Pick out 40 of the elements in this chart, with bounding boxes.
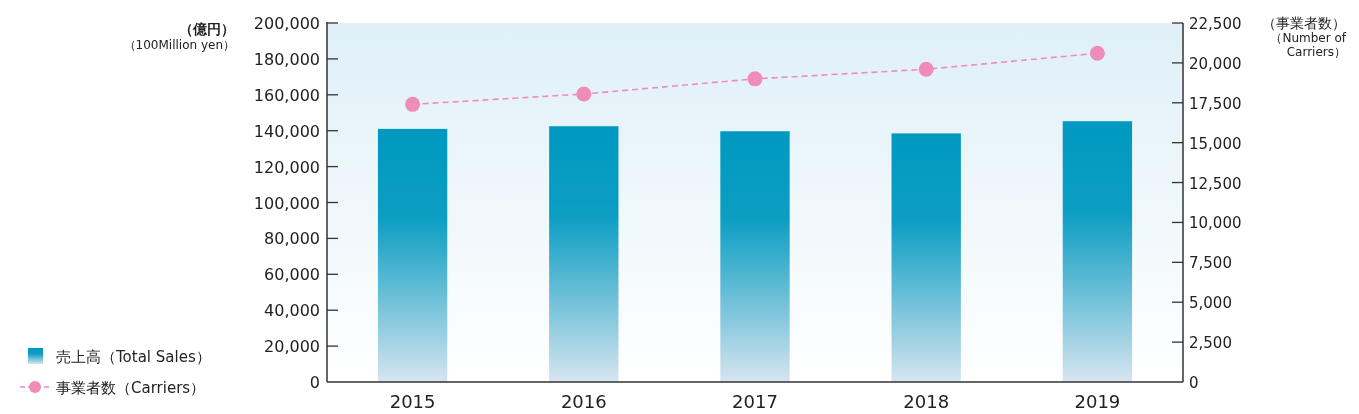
y-tick-label: 200,000 (253, 14, 320, 33)
x-tick-label: 2016 (560, 391, 607, 412)
x-tick-label: 2019 (1074, 391, 1121, 412)
bar (1062, 121, 1133, 382)
point (405, 96, 421, 112)
y2-tick-label: 5,000 (1189, 294, 1232, 313)
y2-tick-label: 15,000 (1189, 134, 1242, 153)
bar (891, 133, 961, 382)
y-tick-label: 40,000 (264, 301, 320, 321)
legend-label: 事業者数（Carriers） (56, 379, 206, 397)
y2-tick-label: 7,500 (1189, 254, 1232, 273)
y2-tick-label: 12,500 (1189, 174, 1242, 193)
y-tick-label: 60,000 (264, 265, 320, 285)
y-tick-label: 120,000 (253, 157, 320, 177)
y-tick-label: 80,000 (264, 229, 320, 249)
y2-tick-label: 0 (1189, 374, 1199, 392)
point (747, 71, 763, 87)
bar (720, 131, 790, 382)
bar (377, 128, 448, 382)
y2-axis-title: （事業者数）（Number of Carriers） (1262, 15, 1347, 59)
y-tick-label: 0 (309, 373, 320, 392)
x-tick-label: 2015 (389, 391, 436, 412)
bar (549, 126, 619, 382)
y2-tick-label: 20,000 (1189, 54, 1242, 73)
point (576, 86, 592, 102)
y2-tick-label: 17,500 (1189, 94, 1242, 113)
y2-tick-label: 10,000 (1189, 214, 1242, 233)
point (918, 61, 934, 77)
y2-tick-label: 2,500 (1189, 334, 1232, 353)
y2-tick-label: 22,500 (1189, 15, 1242, 33)
point (1089, 45, 1105, 61)
x-tick-label: 2017 (732, 391, 778, 412)
x-tick-label: 2018 (903, 391, 950, 412)
y-tick-label: 100,000 (253, 193, 320, 213)
y-tick-label: 180,000 (253, 49, 320, 69)
legend-label: 売上高（Total Sales） (56, 348, 211, 366)
y-tick-label: 140,000 (253, 121, 320, 141)
y-tick-label: 160,000 (253, 85, 320, 105)
y-tick-label: 20,000 (264, 337, 320, 357)
y-axis-title: （億円）（100Million yen） (123, 21, 235, 52)
